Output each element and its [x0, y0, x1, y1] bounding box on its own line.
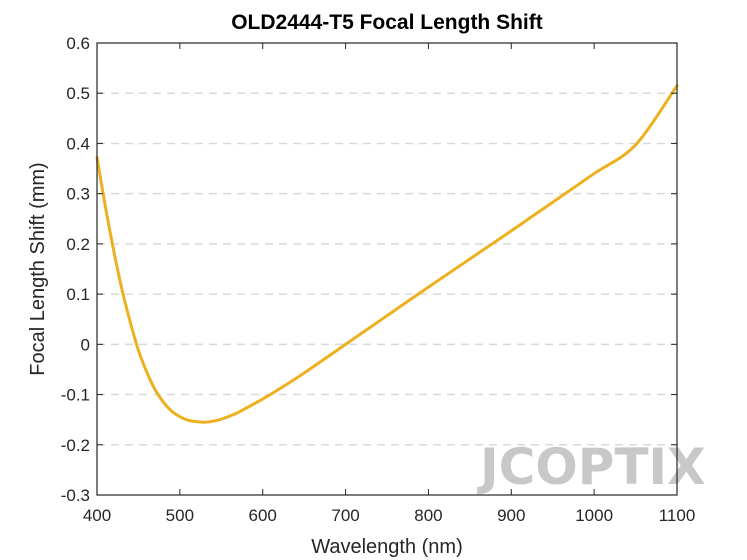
chart-title: OLD2444-T5 Focal Length Shift [231, 11, 543, 34]
x-tick-label: 400 [83, 506, 111, 525]
plot-area [97, 43, 677, 495]
x-tick-label: 1000 [575, 506, 613, 525]
y-tick-label: 0 [81, 335, 90, 354]
x-tick-label: 800 [414, 506, 442, 525]
y-tick-label: 0.2 [66, 235, 90, 254]
y-tick-label: 0.5 [66, 84, 90, 103]
x-tick-label: 500 [166, 506, 194, 525]
y-tick-label: 0.1 [66, 285, 90, 304]
x-tick-label: 900 [497, 506, 525, 525]
y-tick-label: 0.6 [66, 34, 90, 53]
y-tick-label: -0.3 [61, 486, 90, 505]
axes-box [96, 42, 678, 496]
ticks: -0.3 -0.2 -0.1 0 0.1 0.2 0.3 0.4 0.5 0.6 400 500 600… [61, 34, 696, 525]
y-tick-label: -0.2 [61, 436, 90, 455]
x-tick-label: 1100 [659, 506, 696, 525]
y-axis-title: Focal Length Shift (mm) [27, 162, 49, 375]
y-tick-label: -0.1 [61, 386, 90, 405]
grid-lines [97, 92, 677, 446]
y-tick-label: 0.4 [66, 134, 90, 153]
jcoptix-watermark: JCOPTIX [477, 438, 706, 496]
x-axis-title: Wavelength (nm) [311, 536, 463, 558]
x-tick-label: 600 [249, 506, 277, 525]
x-tick-label: 700 [331, 506, 359, 525]
y-tick-label: 0.3 [66, 185, 90, 204]
series-group [95, 84, 679, 424]
series-line [95, 84, 679, 424]
